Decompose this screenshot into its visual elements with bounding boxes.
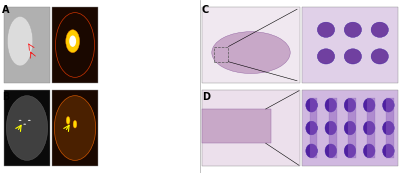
Ellipse shape bbox=[364, 121, 375, 135]
Bar bbox=[202, 109, 271, 143]
Ellipse shape bbox=[73, 120, 77, 128]
Bar bbox=[367, 98, 375, 158]
Ellipse shape bbox=[66, 117, 70, 124]
Ellipse shape bbox=[306, 121, 317, 135]
Ellipse shape bbox=[54, 96, 96, 160]
Ellipse shape bbox=[69, 35, 76, 47]
Bar bbox=[302, 90, 398, 166]
Ellipse shape bbox=[344, 49, 362, 64]
Ellipse shape bbox=[8, 16, 33, 66]
Ellipse shape bbox=[212, 32, 290, 74]
Bar bbox=[329, 98, 336, 158]
Bar bbox=[386, 98, 394, 158]
Ellipse shape bbox=[66, 30, 80, 53]
Bar bbox=[202, 7, 300, 83]
Ellipse shape bbox=[383, 121, 394, 135]
Ellipse shape bbox=[325, 121, 336, 135]
Ellipse shape bbox=[383, 144, 394, 158]
Ellipse shape bbox=[325, 98, 336, 112]
Ellipse shape bbox=[344, 22, 362, 37]
Ellipse shape bbox=[364, 98, 375, 112]
Text: A: A bbox=[2, 5, 10, 15]
Ellipse shape bbox=[325, 144, 336, 158]
Bar bbox=[52, 90, 98, 166]
Ellipse shape bbox=[344, 121, 356, 135]
Bar bbox=[52, 7, 98, 83]
Bar bbox=[202, 90, 300, 166]
Ellipse shape bbox=[344, 144, 356, 158]
Text: D: D bbox=[202, 92, 210, 102]
Bar bbox=[302, 7, 398, 83]
Ellipse shape bbox=[371, 49, 388, 64]
Bar bbox=[4, 7, 50, 83]
Bar bbox=[4, 90, 50, 166]
Circle shape bbox=[23, 124, 26, 125]
Ellipse shape bbox=[306, 144, 317, 158]
Ellipse shape bbox=[364, 144, 375, 158]
Bar bbox=[214, 47, 228, 62]
Ellipse shape bbox=[306, 98, 317, 112]
Ellipse shape bbox=[317, 22, 335, 37]
Text: B: B bbox=[2, 92, 9, 102]
Ellipse shape bbox=[6, 96, 48, 160]
Bar bbox=[348, 98, 356, 158]
Ellipse shape bbox=[317, 49, 335, 64]
Text: C: C bbox=[202, 5, 209, 15]
Circle shape bbox=[28, 120, 31, 121]
Bar bbox=[310, 98, 317, 158]
Circle shape bbox=[19, 120, 22, 121]
Ellipse shape bbox=[383, 98, 394, 112]
Ellipse shape bbox=[344, 98, 356, 112]
Ellipse shape bbox=[371, 22, 388, 37]
